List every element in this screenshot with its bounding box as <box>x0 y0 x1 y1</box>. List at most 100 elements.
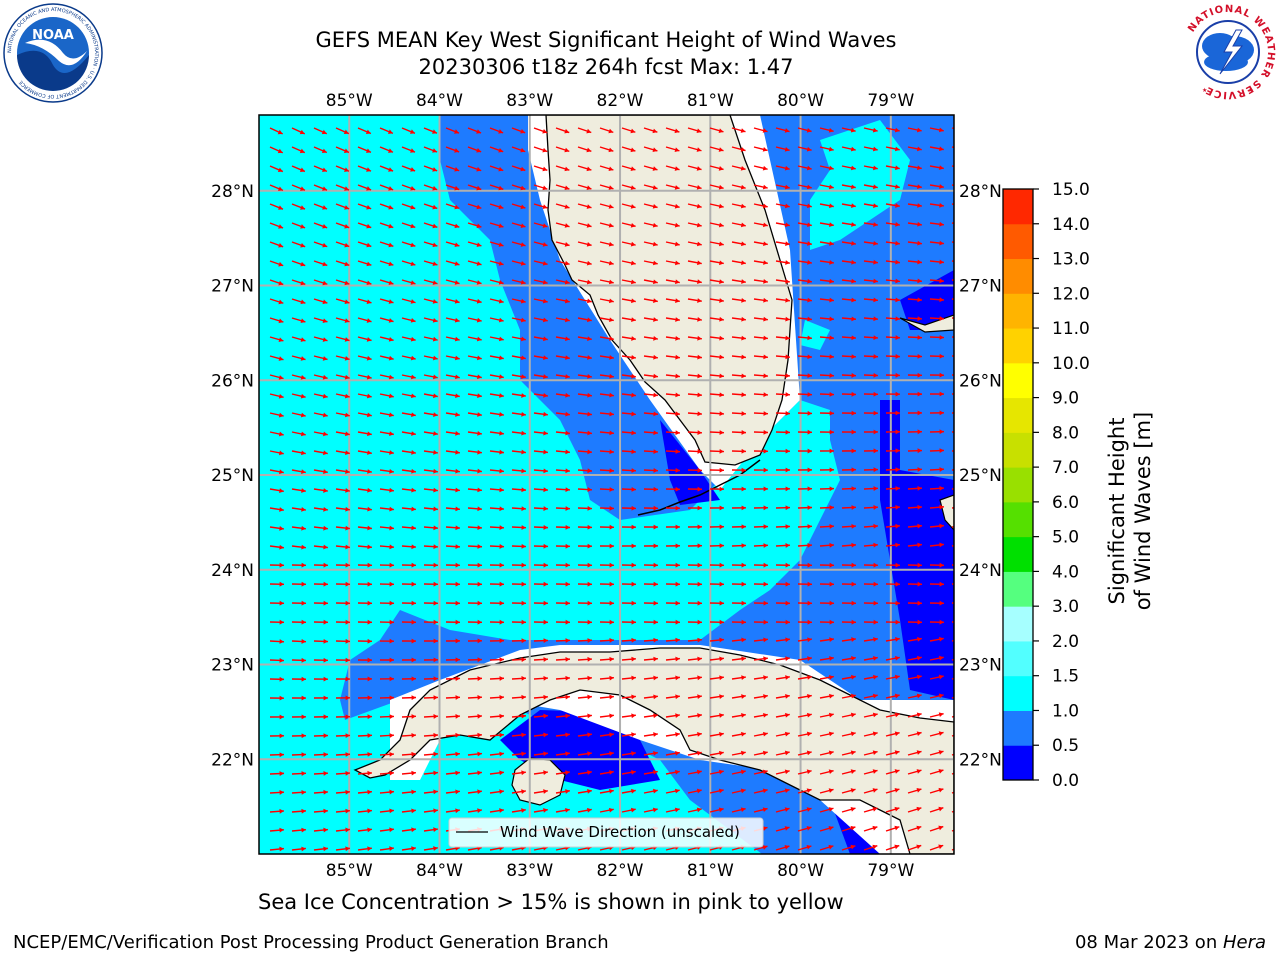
wind-arrow <box>357 525 372 531</box>
wind-arrow <box>291 808 307 814</box>
wind-arrow <box>357 600 373 606</box>
wind-arrow <box>423 714 439 719</box>
wind-arrow <box>467 146 482 153</box>
wind-arrow <box>687 317 702 322</box>
wind-arrow <box>423 241 438 248</box>
wind-arrow <box>665 694 680 700</box>
wind-arrow <box>775 769 790 775</box>
wind-arrow <box>709 486 725 492</box>
wind-arrow <box>269 450 284 456</box>
wave-band-light-east <box>810 120 910 250</box>
wind-arrow <box>489 468 504 474</box>
wind-arrow <box>511 222 526 228</box>
wind-arrow <box>643 392 658 398</box>
colorbar-swatch <box>1003 328 1033 364</box>
wind-arrow <box>533 808 548 813</box>
wind-arrow <box>335 279 350 286</box>
wind-arrow <box>423 751 439 757</box>
wind-arrow <box>841 222 856 227</box>
wind-arrow <box>401 374 416 380</box>
wind-arrow <box>621 637 637 643</box>
wind-arrow <box>819 750 834 756</box>
map-area <box>259 115 954 854</box>
wind-arrow <box>511 713 527 719</box>
wind-arrow <box>291 600 307 606</box>
wind-arrow <box>335 260 350 267</box>
wind-arrow <box>555 638 571 643</box>
wind-arrow <box>731 373 747 379</box>
wind-arrow <box>291 203 306 210</box>
wind-arrow <box>907 731 922 737</box>
lon-tick-label: 79°W <box>867 861 914 881</box>
colorbar-swatch <box>1003 432 1033 468</box>
wind-arrow <box>621 713 636 719</box>
wind-arrow <box>885 335 901 340</box>
wind-arrow <box>907 165 922 171</box>
wind-arrow <box>643 562 659 568</box>
wind-arrow <box>291 165 306 173</box>
wind-arrow <box>687 127 702 134</box>
wind-arrow <box>731 637 746 643</box>
wind-arrow <box>885 731 900 737</box>
wind-arrow <box>335 581 351 587</box>
wind-arrow <box>907 297 923 303</box>
wind-arrow <box>863 581 879 587</box>
wind-arrow <box>335 676 351 682</box>
wind-arrow <box>885 391 901 397</box>
wind-arrow <box>841 825 856 832</box>
wind-arrow <box>687 392 703 398</box>
wind-arrow <box>401 544 417 550</box>
wind-arrow <box>533 619 549 625</box>
wind-arrow <box>687 543 703 549</box>
wind-arrow <box>423 846 438 851</box>
wind-arrow <box>291 184 306 191</box>
wind-arrow <box>445 279 460 285</box>
wind-arrow <box>665 713 680 718</box>
wind-arrow <box>357 619 373 625</box>
wind-arrow <box>357 260 372 267</box>
wind-arrow <box>775 788 790 794</box>
wind-arrow <box>753 543 769 548</box>
wind-arrow <box>753 750 768 756</box>
wind-arrow <box>401 203 416 210</box>
wind-arrow <box>335 525 350 531</box>
wind-arrow <box>907 750 922 756</box>
wind-arrow <box>841 788 856 794</box>
wind-arrow <box>379 676 395 682</box>
colorbar-swatch <box>1003 189 1033 225</box>
wind-arrow <box>467 430 482 436</box>
wind-arrow <box>819 316 835 322</box>
wind-arrow <box>467 713 483 719</box>
wind-arrow <box>423 355 438 361</box>
lat-tick-label: 24°N <box>959 561 1002 581</box>
wind-arrow <box>797 241 812 246</box>
wind-arrow <box>379 581 395 587</box>
wind-arrow <box>863 788 878 794</box>
wind-arrow <box>423 657 439 663</box>
wind-arrow <box>643 732 658 737</box>
wind-arrow <box>401 732 417 738</box>
wind-arrow <box>819 656 834 661</box>
wind-arrow <box>709 430 725 435</box>
wind-arrow <box>775 127 790 133</box>
wind-arrow <box>379 789 395 795</box>
wind-arrow <box>621 562 637 568</box>
wind-arrow <box>621 184 636 190</box>
wind-arrow <box>269 260 284 267</box>
wind-arrow <box>709 448 725 454</box>
wind-arrow <box>511 468 527 474</box>
lon-tick-label: 79°W <box>867 91 914 111</box>
wind-arrow <box>775 712 790 718</box>
wind-arrow <box>313 393 328 399</box>
wind-arrow <box>797 410 813 416</box>
wind-arrow <box>401 336 416 342</box>
wind-arrow <box>511 543 527 549</box>
wind-arrow <box>775 373 791 379</box>
wind-arrow <box>665 581 681 587</box>
wind-arrow <box>379 412 394 418</box>
wind-arrow <box>357 450 372 455</box>
wind-arrow <box>577 807 592 813</box>
wind-arrow <box>379 600 395 606</box>
wind-arrow <box>533 732 548 738</box>
wind-arrow <box>731 146 746 152</box>
